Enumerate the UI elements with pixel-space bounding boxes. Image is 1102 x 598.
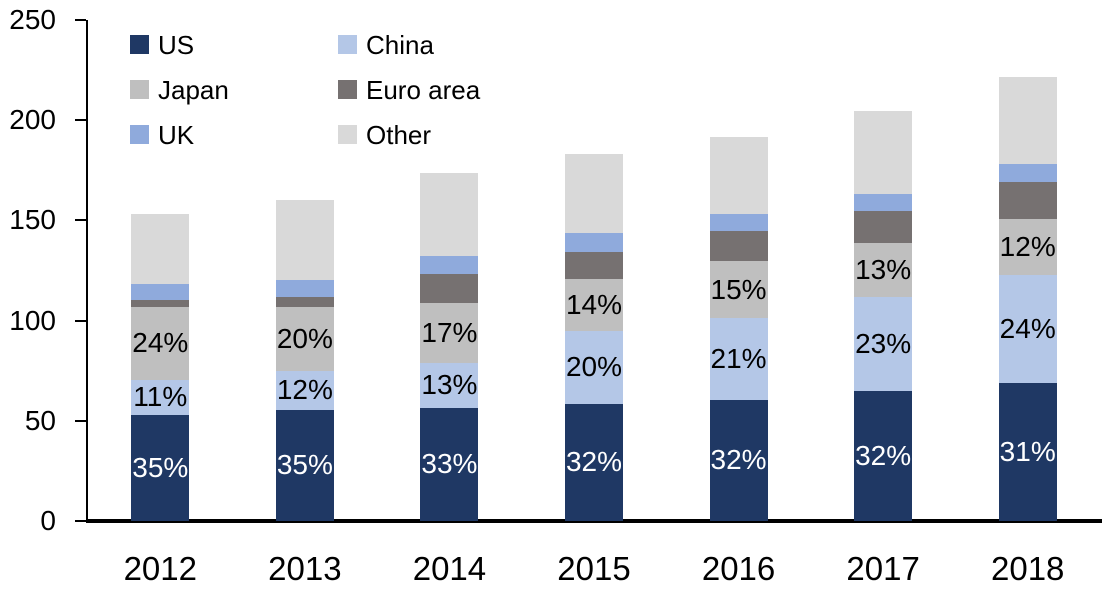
- bar-label-us-2017: 32%: [855, 439, 912, 471]
- x-axis-label-2018: 2018: [990, 550, 1065, 587]
- bar-segment-other-2016: [709, 137, 768, 215]
- bar-segment-japan-2015: [565, 278, 623, 331]
- bar-label-china-2017: 23%: [855, 327, 912, 359]
- bar-segment-other-2014: [420, 173, 479, 257]
- bar-label-japan-2015: 14%: [565, 288, 623, 320]
- bar-segment-euro-area-2017: [854, 211, 913, 244]
- bar-label-us-2013: 35%: [276, 449, 333, 481]
- y-tick-200: [75, 119, 86, 122]
- bar-segment-china-2014: [420, 362, 479, 408]
- bar-segment-euro-area-2013: [275, 296, 334, 307]
- bar-segment-uk-2013: [275, 279, 334, 297]
- y-axis-label-0: 0: [40, 505, 56, 536]
- x-axis-label-2017: 2017: [846, 550, 920, 587]
- bar-label-us-2012: 35%: [132, 451, 189, 483]
- legend-swatch-uk: [130, 125, 149, 144]
- bar-segment-japan-2017: [854, 243, 913, 297]
- bar-segment-other-2017: [854, 111, 913, 195]
- bar-label-us-2014: 33%: [421, 448, 478, 480]
- y-tick-100: [75, 319, 86, 322]
- bar-segment-uk-2015: [565, 233, 623, 253]
- y-axis-label-100: 100: [9, 304, 56, 336]
- y-axis-label-50: 50: [24, 404, 56, 436]
- y-axis-label-250: 250: [9, 4, 56, 35]
- y-axis-line: [86, 20, 88, 521]
- bar-label-japan-2012: 24%: [132, 327, 189, 359]
- bar-segment-us-2018: [998, 382, 1057, 521]
- x-axis-label-2013: 2013: [268, 550, 342, 587]
- y-tick-250: [75, 19, 86, 21]
- bar-segment-other-2012: [131, 214, 190, 284]
- bar-segment-china-2016: [709, 317, 768, 400]
- bar-segment-other-2013: [275, 200, 334, 280]
- bar-segment-us-2013: [275, 409, 334, 521]
- bar-segment-euro-area-2015: [565, 252, 623, 279]
- bar-segment-china-2017: [854, 296, 913, 391]
- x-axis-label-2016: 2016: [701, 550, 776, 587]
- bar-segment-us-2017: [854, 390, 913, 521]
- legend-label-japan: Japan: [158, 75, 229, 105]
- bar-segment-japan-2018: [998, 219, 1057, 275]
- bar-label-japan-2018: 12%: [999, 230, 1056, 262]
- legend-swatch-us: [130, 35, 149, 54]
- bar-label-china-2014: 13%: [421, 369, 478, 401]
- bar-segment-euro-area-2012: [131, 299, 190, 307]
- bar-label-us-2015: 32%: [565, 446, 623, 478]
- bar-segment-japan-2016: [709, 261, 768, 318]
- bar-segment-us-2012: [131, 414, 190, 521]
- bar-segment-us-2015: [565, 403, 623, 521]
- bar-segment-uk-2014: [420, 256, 479, 274]
- bar-label-us-2016: 32%: [710, 444, 767, 476]
- x-axis-label-2015: 2015: [557, 550, 631, 587]
- x-axis-label-2014: 2014: [412, 550, 487, 587]
- bar-segment-us-2014: [420, 407, 479, 521]
- bar-label-japan-2014: 17%: [421, 316, 478, 348]
- bar-label-china-2016: 21%: [710, 342, 767, 374]
- bar-segment-china-2012: [131, 379, 190, 415]
- bar-label-china-2013: 12%: [276, 374, 333, 406]
- legend-swatch-other: [338, 125, 357, 144]
- legend-label-euro-area: Euro area: [366, 75, 481, 105]
- bar-label-us-2018: 31%: [999, 435, 1056, 467]
- bar-segment-china-2018: [998, 274, 1057, 383]
- bar-segment-euro-area-2018: [998, 182, 1057, 220]
- bar-segment-us-2016: [709, 399, 768, 521]
- x-axis-line: [86, 519, 1102, 523]
- legend-label-china: China: [366, 30, 434, 60]
- legend-swatch-euro-area: [338, 80, 357, 99]
- legend-swatch-japan: [130, 80, 149, 99]
- bar-segment-uk-2018: [998, 164, 1057, 183]
- bar-label-china-2015: 20%: [565, 351, 623, 383]
- y-tick-0: [75, 520, 86, 522]
- y-tick-150: [75, 219, 86, 222]
- y-axis-label-150: 150: [9, 204, 56, 236]
- legend-label-uk: UK: [158, 120, 195, 150]
- bar-label-china-2018: 24%: [999, 312, 1056, 344]
- bar-label-china-2012: 11%: [133, 381, 188, 413]
- bar-segment-china-2015: [565, 330, 623, 404]
- bar-segment-uk-2016: [709, 214, 768, 232]
- legend-label-other: Other: [366, 120, 432, 150]
- bar-segment-china-2013: [275, 370, 334, 410]
- bar-label-japan-2013: 20%: [276, 322, 333, 354]
- bar-segment-japan-2012: [131, 306, 190, 380]
- bar-segment-japan-2013: [275, 306, 334, 371]
- y-axis-label-200: 200: [9, 104, 56, 136]
- bar-label-japan-2016: 15%: [710, 273, 767, 305]
- legend-swatch-china: [338, 35, 357, 54]
- y-tick-50: [75, 419, 86, 422]
- bar-segment-other-2015: [565, 154, 623, 234]
- x-axis-label-2012: 2012: [123, 550, 197, 587]
- bar-segment-euro-area-2016: [709, 231, 768, 262]
- bar-segment-japan-2014: [420, 302, 479, 363]
- bar-segment-other-2018: [998, 77, 1057, 165]
- bar-label-japan-2017: 13%: [855, 253, 912, 285]
- legend-label-us: US: [158, 30, 195, 60]
- bar-segment-uk-2012: [131, 283, 190, 300]
- bar-segment-euro-area-2014: [420, 273, 479, 303]
- bar-segment-uk-2017: [854, 194, 913, 212]
